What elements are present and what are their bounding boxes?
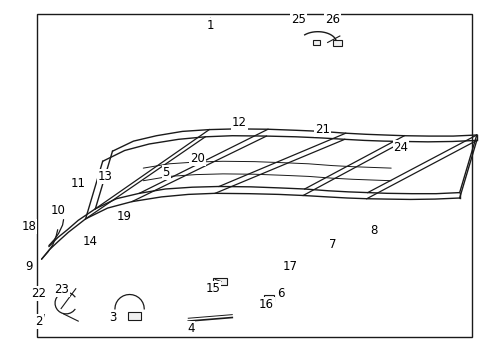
Text: 19: 19 xyxy=(116,210,131,222)
Text: 23: 23 xyxy=(54,283,68,296)
Text: 25: 25 xyxy=(290,13,305,26)
Text: 20: 20 xyxy=(190,152,204,165)
Bar xyxy=(313,40,320,45)
Text: 3: 3 xyxy=(108,311,116,324)
Text: 18: 18 xyxy=(21,220,36,233)
Text: 4: 4 xyxy=(186,322,194,335)
Text: 6: 6 xyxy=(277,287,285,300)
Text: 2: 2 xyxy=(35,315,43,328)
Text: 10: 10 xyxy=(50,204,65,217)
Text: 17: 17 xyxy=(282,260,297,273)
Text: 14: 14 xyxy=(83,235,98,248)
Text: 8: 8 xyxy=(369,224,377,237)
Bar xyxy=(128,312,141,320)
Bar xyxy=(263,295,274,301)
Text: 13: 13 xyxy=(98,170,112,183)
Text: 24: 24 xyxy=(393,141,407,154)
Bar xyxy=(332,40,341,46)
Text: 15: 15 xyxy=(205,282,220,294)
Text: 1: 1 xyxy=(206,19,214,32)
Bar xyxy=(213,278,226,285)
Text: 21: 21 xyxy=(315,123,329,136)
Text: 11: 11 xyxy=(71,177,85,190)
Text: 9: 9 xyxy=(25,260,33,273)
Text: 12: 12 xyxy=(232,116,246,129)
Text: 16: 16 xyxy=(259,298,273,311)
Bar xyxy=(37,14,471,337)
Text: 26: 26 xyxy=(325,13,339,26)
Text: 5: 5 xyxy=(162,166,170,179)
Text: 7: 7 xyxy=(328,238,336,251)
Text: 22: 22 xyxy=(31,287,45,300)
